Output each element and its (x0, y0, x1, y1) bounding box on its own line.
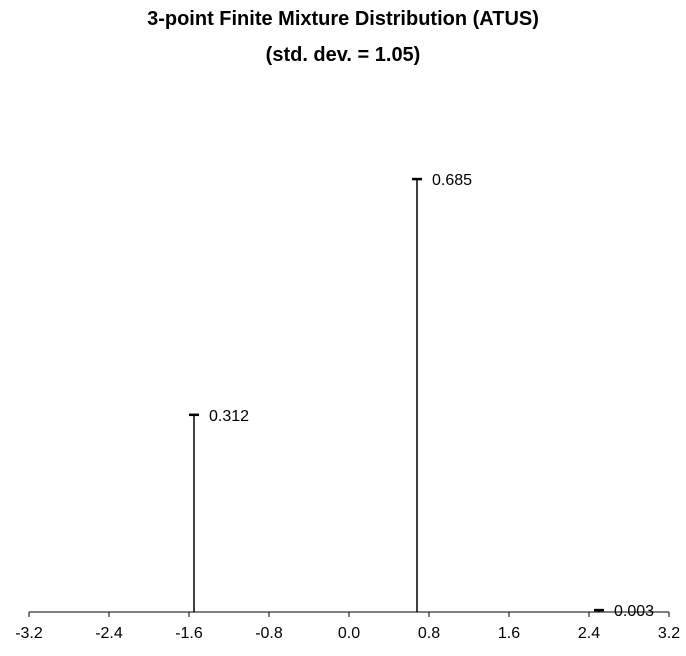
data-label: 0.003 (614, 603, 654, 620)
x-tick-label: 0.8 (418, 625, 440, 642)
chart-title: 3-point Finite Mixture Distribution (ATU… (147, 8, 539, 30)
x-tick-label: 1.6 (498, 625, 520, 642)
x-tick-label: -3.2 (15, 625, 43, 642)
x-tick-label: -2.4 (95, 625, 123, 642)
data-label: 0.685 (432, 172, 472, 189)
x-tick-label: -0.8 (255, 625, 283, 642)
x-tick-label: 2.4 (578, 625, 600, 642)
x-tick-label: 0.0 (338, 625, 360, 642)
chart-subtitle: (std. dev. = 1.05) (265, 44, 421, 66)
x-tick-label: -1.6 (175, 625, 203, 642)
x-tick-label: 3.2 (658, 625, 680, 642)
data-label: 0.312 (209, 408, 249, 425)
